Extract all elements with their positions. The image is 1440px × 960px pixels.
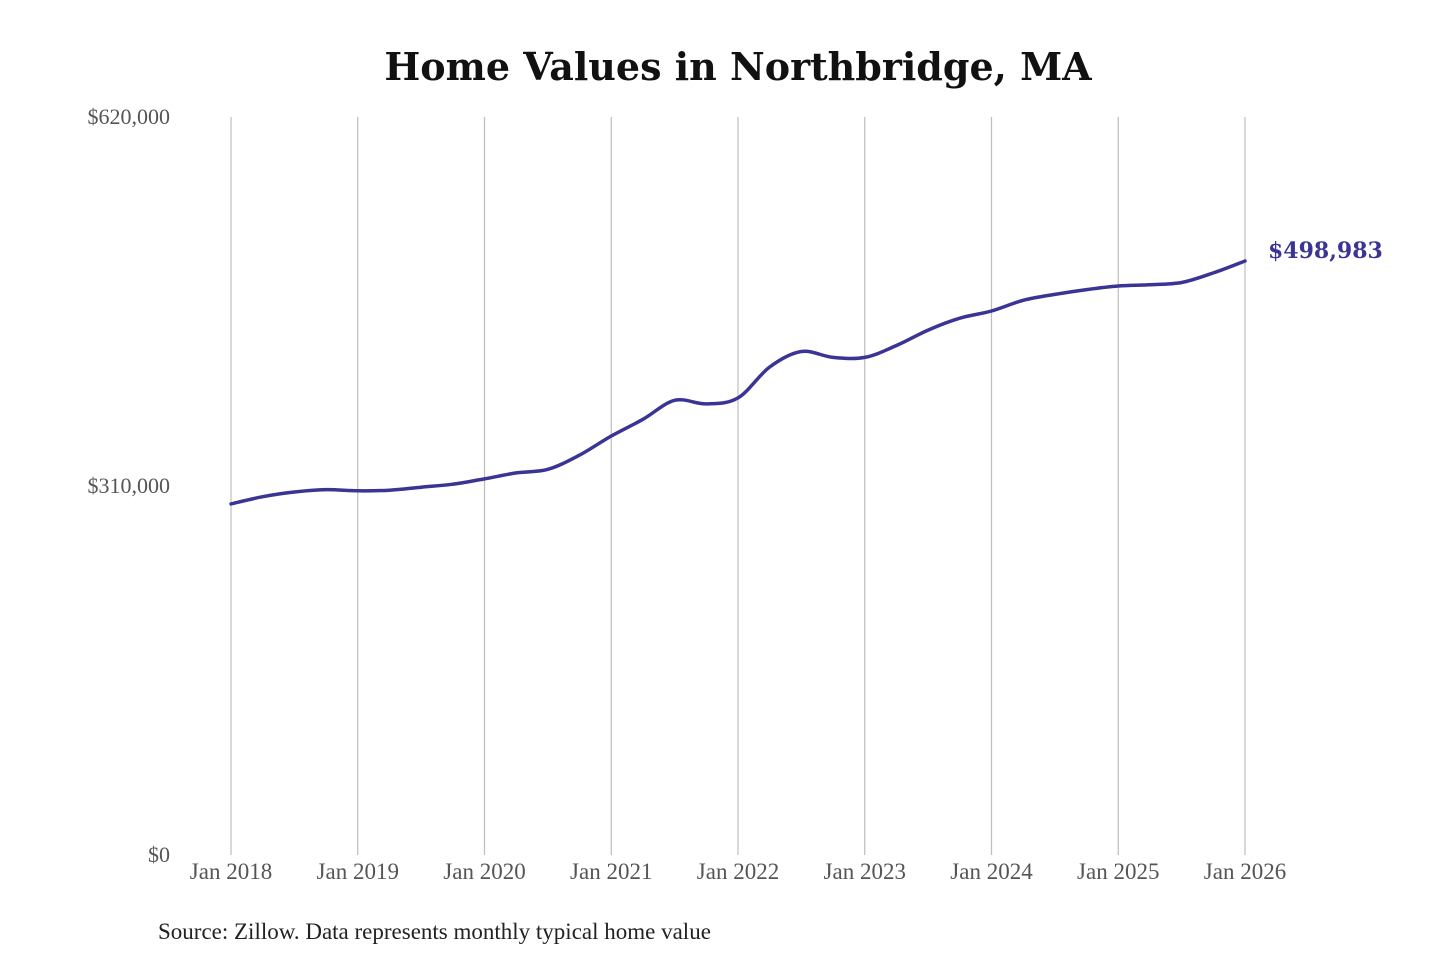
x-tick-label: Jan 2024: [950, 859, 1033, 884]
x-tick-label: Jan 2020: [443, 859, 525, 884]
x-tick-label: Jan 2023: [824, 859, 906, 884]
source-note: Source: Zillow. Data represents monthly …: [158, 919, 711, 944]
x-tick-label: Jan 2022: [697, 859, 779, 884]
x-tick-label: Jan 2019: [317, 859, 399, 884]
home-value-line: [229, 259, 1247, 506]
x-tick-label: Jan 2025: [1077, 859, 1159, 884]
gridlines: [230, 117, 1246, 855]
chart-title: Home Values in Northbridge, MA: [384, 44, 1092, 89]
y-tick-label: $0: [148, 842, 170, 867]
y-tick-label: $620,000: [88, 104, 171, 129]
x-axis-ticks: Jan 2018 Jan 2019 Jan 2020 Jan 2021 Jan 2022…: [190, 859, 1286, 884]
x-tick-label: Jan 2021: [570, 859, 652, 884]
x-tick-label: Jan 2018: [190, 859, 272, 884]
y-tick-label: $310,000: [88, 473, 171, 498]
x-tick-label: Jan 2026: [1204, 859, 1286, 884]
y-axis-ticks: $0 $310,000 $620,000: [88, 104, 171, 867]
end-value-label: $498,983: [1268, 238, 1383, 264]
